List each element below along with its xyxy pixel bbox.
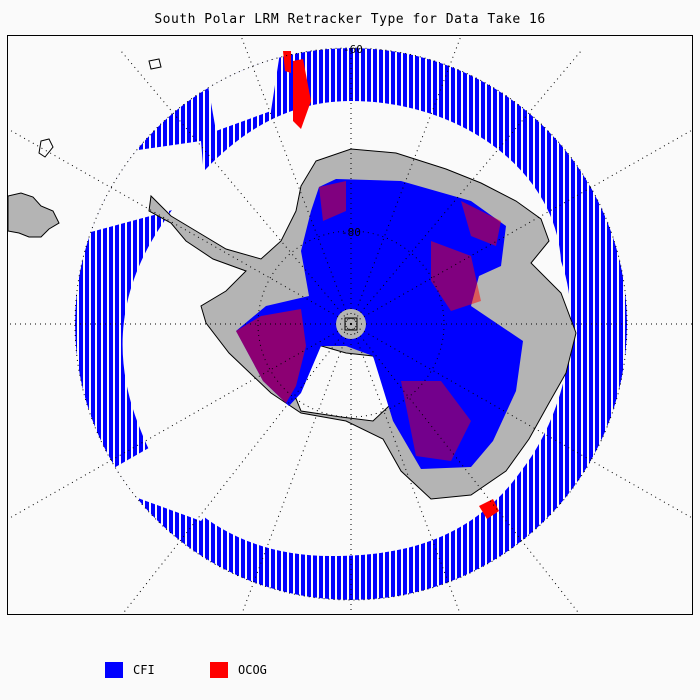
coverage-gap	[91, 441, 241, 521]
legend-item-cfi: CFI	[105, 660, 155, 680]
polar-map: -60 -80	[8, 36, 692, 614]
latitude-label-80: -80	[341, 226, 361, 239]
legend-swatch-ocog	[210, 662, 228, 678]
legend-swatch-cfi	[105, 662, 123, 678]
south-america-landmass	[8, 192, 60, 238]
island-shape	[148, 58, 162, 70]
legend-label-cfi: CFI	[133, 663, 155, 677]
legend-item-ocog: OCOG	[210, 660, 267, 680]
graticule	[8, 36, 692, 614]
ocog-patches	[236, 51, 501, 519]
island-shape	[38, 138, 54, 158]
map-title: South Polar LRM Retracker Type for Data …	[154, 12, 546, 27]
legend: CFI OCOG	[0, 660, 700, 680]
legend-label-ocog: OCOG	[238, 663, 267, 677]
map-frame: -60 -80	[7, 35, 693, 615]
latitude-label-60: -60	[343, 43, 363, 56]
